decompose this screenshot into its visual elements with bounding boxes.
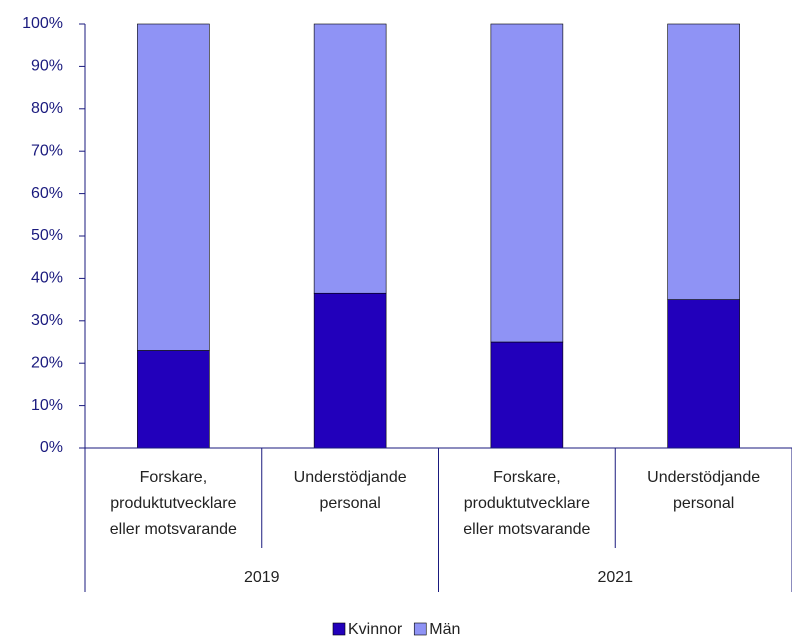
y-tick-label: 90% (31, 58, 63, 75)
x-tick-label-line: produktutvecklare (110, 495, 236, 512)
legend-swatch (332, 622, 346, 636)
bar-segment (313, 292, 387, 449)
bar-segment (490, 23, 564, 343)
y-tick-label: 50% (31, 227, 63, 244)
bar-segment (667, 299, 740, 449)
bar-segment (137, 350, 210, 449)
x-tick-label-line: produktutvecklare (464, 495, 590, 512)
group-label: 2021 (597, 569, 633, 586)
legend-label: Män (429, 621, 460, 637)
x-tick-label: Understödjande personal (294, 469, 407, 512)
x-tick-label-line: eller motsvarande (463, 521, 590, 538)
y-tick-label: 100% (22, 15, 63, 32)
y-tick-label: 30% (31, 312, 63, 329)
y-tick-label: 60% (31, 185, 63, 202)
x-tick-label-line: Forskare, (140, 469, 208, 486)
bar-segment (667, 23, 740, 300)
y-tick-label: 20% (31, 354, 63, 371)
x-tick-label-line: Understödjande (647, 469, 760, 486)
bar-segment (313, 23, 387, 294)
bar-segment (490, 341, 564, 449)
x-tick-label: Forskare, produktutvecklare eller motsvara… (110, 469, 237, 538)
y-tick-label: 40% (31, 270, 63, 287)
x-tick-label-line: eller motsvarande (110, 521, 237, 538)
y-tick-label: 0% (40, 439, 63, 456)
y-tick-label: 70% (31, 142, 63, 159)
legend-swatch (413, 622, 427, 636)
x-tick-label-line: personal (319, 495, 380, 512)
x-tick-label-line: Understödjande (294, 469, 407, 486)
legend-label: Kvinnor (348, 621, 403, 637)
y-tick-label: 80% (31, 100, 63, 117)
bar-segment (137, 23, 210, 351)
x-tick-label-line: personal (673, 495, 734, 512)
x-tick-label: Understödjande personal (647, 469, 760, 512)
y-tick-label: 10% (31, 397, 63, 414)
x-tick-label-line: Forskare, (493, 469, 561, 486)
x-tick-label: Forskare, produktutvecklare eller motsvara… (463, 469, 590, 538)
group-label: 2019 (244, 569, 280, 586)
